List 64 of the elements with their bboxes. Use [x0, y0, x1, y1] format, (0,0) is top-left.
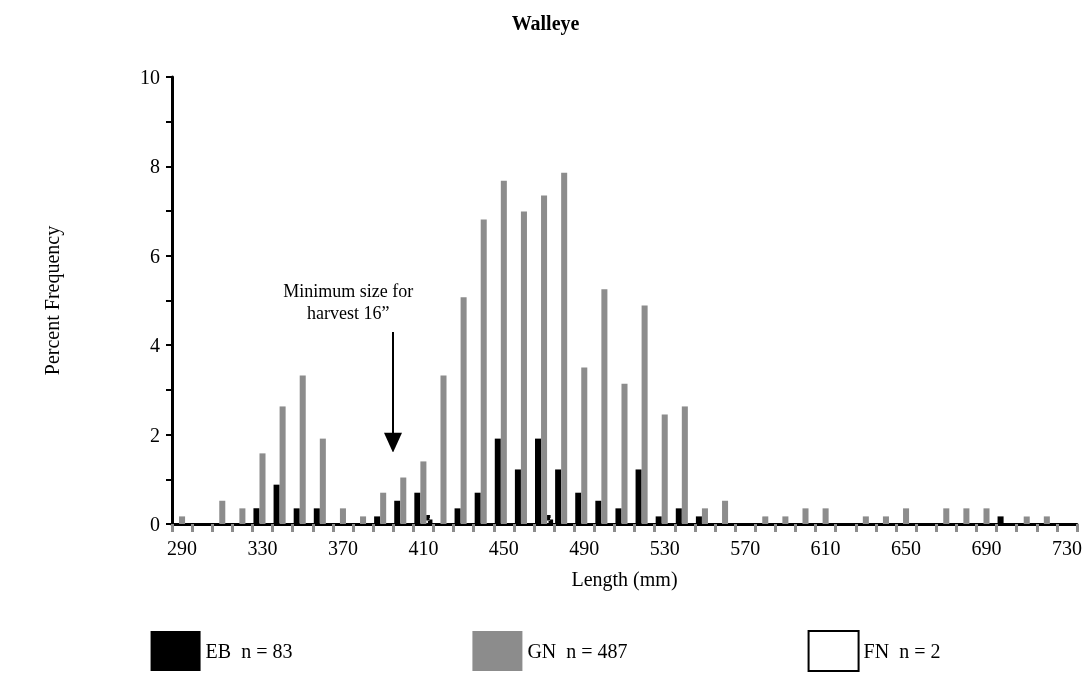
bar: [299, 375, 306, 524]
x-tick-label: 610: [810, 537, 841, 559]
bar: [963, 508, 970, 524]
bar: [601, 289, 608, 524]
y-tick-label: 0: [150, 513, 160, 535]
x-tick-label: 690: [971, 537, 1002, 559]
bar: [400, 477, 407, 524]
bar: [440, 375, 447, 524]
bar: [903, 508, 910, 524]
bar: [762, 516, 769, 524]
x-tick-label: 570: [730, 537, 761, 559]
bar: [561, 172, 568, 524]
bar: [943, 508, 950, 524]
bar: [802, 508, 809, 524]
x-tick-label: 450: [488, 537, 519, 559]
x-tick-label: 410: [408, 537, 439, 559]
bar: [520, 211, 527, 524]
bar: [500, 180, 507, 524]
bar: [279, 406, 286, 524]
x-tick-label: 330: [247, 537, 278, 559]
bar: [822, 508, 829, 524]
bar: [460, 297, 467, 524]
x-tick-label: 490: [569, 537, 600, 559]
bar: [641, 305, 648, 524]
bar: [983, 508, 990, 524]
bar: [1023, 516, 1030, 524]
bar: [581, 367, 588, 524]
bar: [882, 516, 889, 524]
x-tick-label: 650: [891, 537, 922, 559]
y-tick-label: 8: [150, 155, 160, 178]
bar: [480, 219, 487, 524]
bar: [541, 195, 548, 524]
legend-label: FN n = 2: [863, 640, 941, 662]
bar: [380, 492, 387, 524]
bar: [360, 516, 367, 524]
y-tick-label: 6: [150, 244, 160, 267]
bar: [339, 508, 346, 524]
bar: [179, 516, 186, 524]
legend-label: EB n = 83: [205, 640, 293, 662]
y-tick-label: 10: [140, 66, 160, 88]
bar: [722, 500, 729, 524]
x-tick-label: 730: [1051, 537, 1082, 559]
x-tick-label: 370: [327, 537, 358, 559]
bar: [681, 406, 688, 524]
chart-title: Walleye: [511, 12, 580, 35]
bar: [319, 438, 326, 524]
y-tick-label: 2: [150, 423, 160, 446]
x-tick-label: 290: [167, 537, 198, 559]
bar: [782, 516, 789, 524]
x-axis-title: Length (mm): [571, 568, 678, 591]
bar: [661, 414, 668, 524]
bar: [1043, 516, 1050, 524]
bar: [701, 508, 708, 524]
bar: [862, 516, 869, 524]
bar: [420, 461, 427, 524]
y-axis-title: Percent Frequency: [41, 225, 64, 376]
legend-label: GN n = 487: [527, 640, 628, 662]
bar: [219, 500, 226, 524]
y-tick-label: 4: [150, 334, 160, 357]
annotation: Minimum size for harvest 16”: [283, 279, 414, 324]
x-tick-label: 530: [649, 537, 680, 559]
bar: [259, 453, 266, 524]
bar: [239, 508, 246, 524]
bar: [621, 383, 628, 524]
